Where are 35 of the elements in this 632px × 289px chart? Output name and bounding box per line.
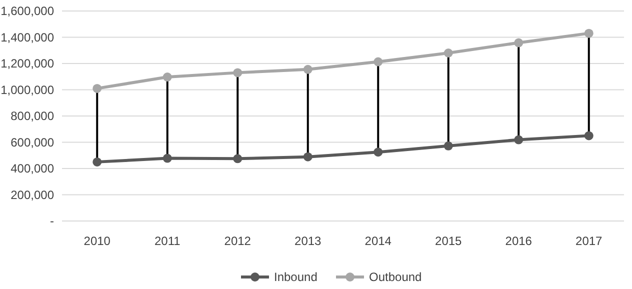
- x-tick-label: 2012: [224, 234, 252, 248]
- point: [374, 148, 383, 157]
- point: [514, 38, 524, 48]
- x-tick-label: 2010: [84, 234, 111, 248]
- point: [514, 135, 524, 144]
- legend-label: Outbound: [369, 270, 422, 284]
- point: [584, 131, 594, 140]
- x-tick-label: 2015: [435, 234, 462, 248]
- legend-label: Inbound: [274, 270, 318, 284]
- y-tick-label: 800,000: [10, 109, 54, 124]
- y-tick-label: 1,200,000: [0, 56, 54, 71]
- x-tick-label: 2011: [154, 234, 181, 248]
- point: [303, 64, 312, 74]
- point: [444, 48, 453, 58]
- x-tick-label: 2013: [294, 234, 322, 248]
- y-tick-label: 600,000: [10, 135, 54, 150]
- point: [162, 72, 172, 82]
- point: [584, 28, 594, 38]
- point: [303, 152, 312, 162]
- y-tick-label: 400,000: [10, 162, 54, 176]
- y-tick-label: 1,400,000: [0, 30, 54, 44]
- point: [92, 157, 102, 166]
- x-tick-label: 2017: [576, 234, 603, 248]
- point: [233, 154, 242, 164]
- x-tick-label: 2014: [364, 234, 392, 248]
- y-tick-label: 200,000: [10, 188, 54, 202]
- point: [444, 141, 453, 150]
- point: [162, 154, 172, 163]
- point: [92, 84, 102, 93]
- y-tick-label: 1,600,000: [0, 4, 54, 18]
- y-tick-label: -: [50, 214, 54, 228]
- point: [233, 68, 242, 78]
- point: [374, 57, 383, 66]
- x-tick-label: 2016: [505, 234, 532, 248]
- y-tick-label: 1,000,000: [0, 82, 54, 97]
